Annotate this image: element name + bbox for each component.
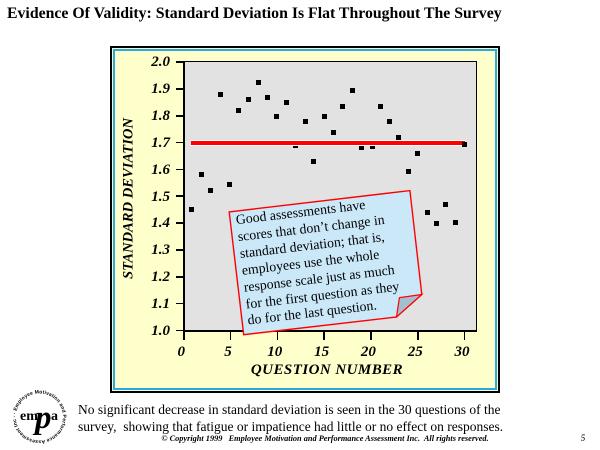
svg-text:p: p: [32, 400, 52, 436]
svg-text:em: em: [20, 409, 38, 424]
svg-text:a: a: [51, 409, 58, 424]
